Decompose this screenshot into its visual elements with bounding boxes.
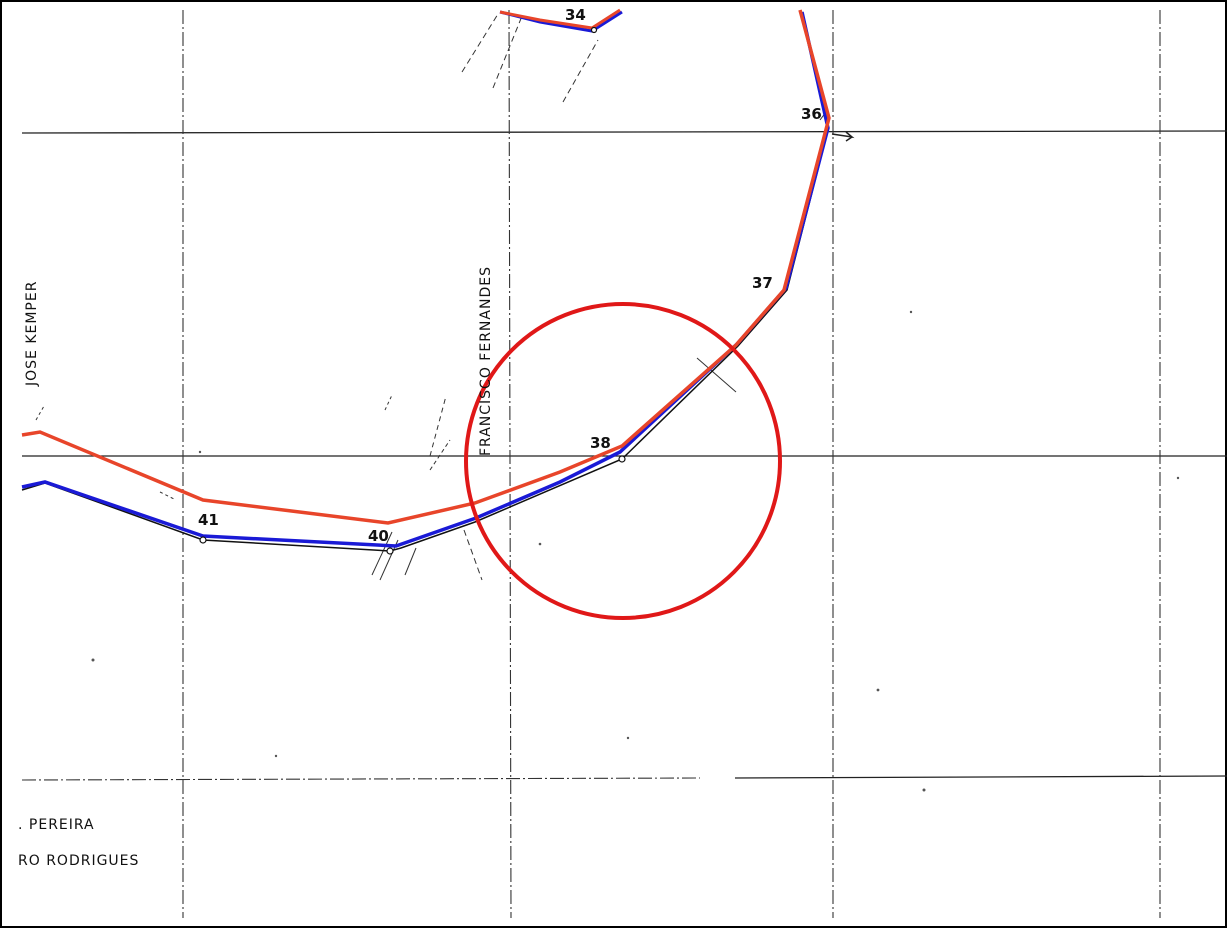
survey-points xyxy=(199,26,626,555)
owner-label-pereira: . PEREIRA xyxy=(18,817,95,833)
survey-point-38 xyxy=(618,455,626,463)
survey-point-40 xyxy=(386,547,394,555)
blue-boundary-line xyxy=(21,11,830,548)
point-label-41: 41 xyxy=(198,511,219,529)
grid-line-h1 xyxy=(21,130,1227,134)
survey-point-41 xyxy=(199,536,207,544)
grid-line-h3-right xyxy=(734,775,1227,779)
red-boundary-top xyxy=(499,8,621,30)
coordinate-grid xyxy=(21,9,1227,919)
point-label-34: 34 xyxy=(565,6,586,24)
red-boundary-line xyxy=(21,9,831,525)
point-label-38: 38 xyxy=(590,434,611,452)
grid-line-h3-left xyxy=(21,777,701,781)
survey-point-34 xyxy=(590,26,598,34)
point-label-37: 37 xyxy=(752,274,773,292)
owner-label-jose-kemper: JOSE KEMPER xyxy=(24,281,40,387)
fence-marks xyxy=(35,13,855,581)
owner-label-francisco-fernandes: FRANCISCO FERNANDES xyxy=(478,266,494,456)
point-label-36: 36 xyxy=(801,105,822,123)
grid-line-v2 xyxy=(508,9,512,919)
scan-specks xyxy=(91,310,1180,792)
original-boundary-line xyxy=(21,11,829,552)
point-label-40: 40 xyxy=(368,527,389,545)
highlight-circle xyxy=(464,302,782,620)
owner-label-rodrigues: RO RODRIGUES xyxy=(18,853,139,869)
